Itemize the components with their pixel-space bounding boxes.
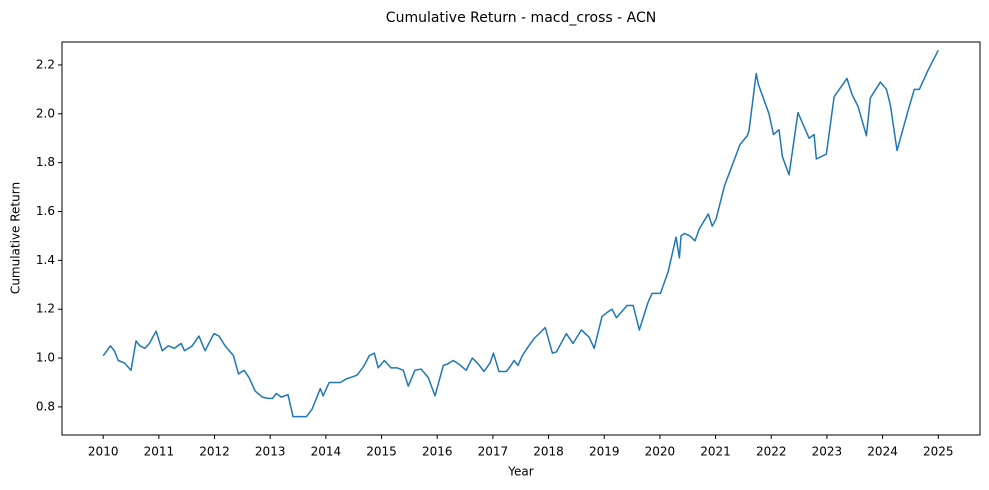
y-tick-label: 1.4 <box>36 253 55 267</box>
plot-frame <box>61 41 981 436</box>
y-tick-label: 2.0 <box>36 106 55 120</box>
x-tick-label: 2020 <box>645 445 676 459</box>
x-axis-label: Year <box>507 465 533 479</box>
x-tick-label: 2017 <box>478 445 509 459</box>
x-tick-label: 2022 <box>756 445 787 459</box>
y-tick-label: 1.0 <box>36 351 55 365</box>
x-tick-label: 2012 <box>199 445 230 459</box>
x-tick-label: 2025 <box>923 445 954 459</box>
x-tick-label: 2021 <box>700 445 731 459</box>
x-tick-label: 2013 <box>255 445 286 459</box>
y-tick-label: 1.2 <box>36 302 55 316</box>
x-tick-label: 2010 <box>88 445 119 459</box>
x-tick-label: 2024 <box>867 445 898 459</box>
y-tick-label: 2.2 <box>36 57 55 71</box>
data-line <box>102 49 939 418</box>
y-tick-label: 1.6 <box>36 204 55 218</box>
x-tick-label: 2011 <box>144 445 175 459</box>
x-tick-label: 2015 <box>366 445 397 459</box>
y-axis-label: Cumulative Return <box>9 182 23 294</box>
x-tick-label: 2014 <box>311 445 342 459</box>
y-tick-label: 0.8 <box>36 399 55 413</box>
y-tick-label: 1.8 <box>36 155 55 169</box>
x-tick-label: 2019 <box>589 445 620 459</box>
chart-title: Cumulative Return - macd_cross - ACN <box>386 10 656 26</box>
x-tick-label: 2023 <box>812 445 843 459</box>
x-tick-label: 2016 <box>422 445 453 459</box>
x-tick-label: 2018 <box>533 445 564 459</box>
